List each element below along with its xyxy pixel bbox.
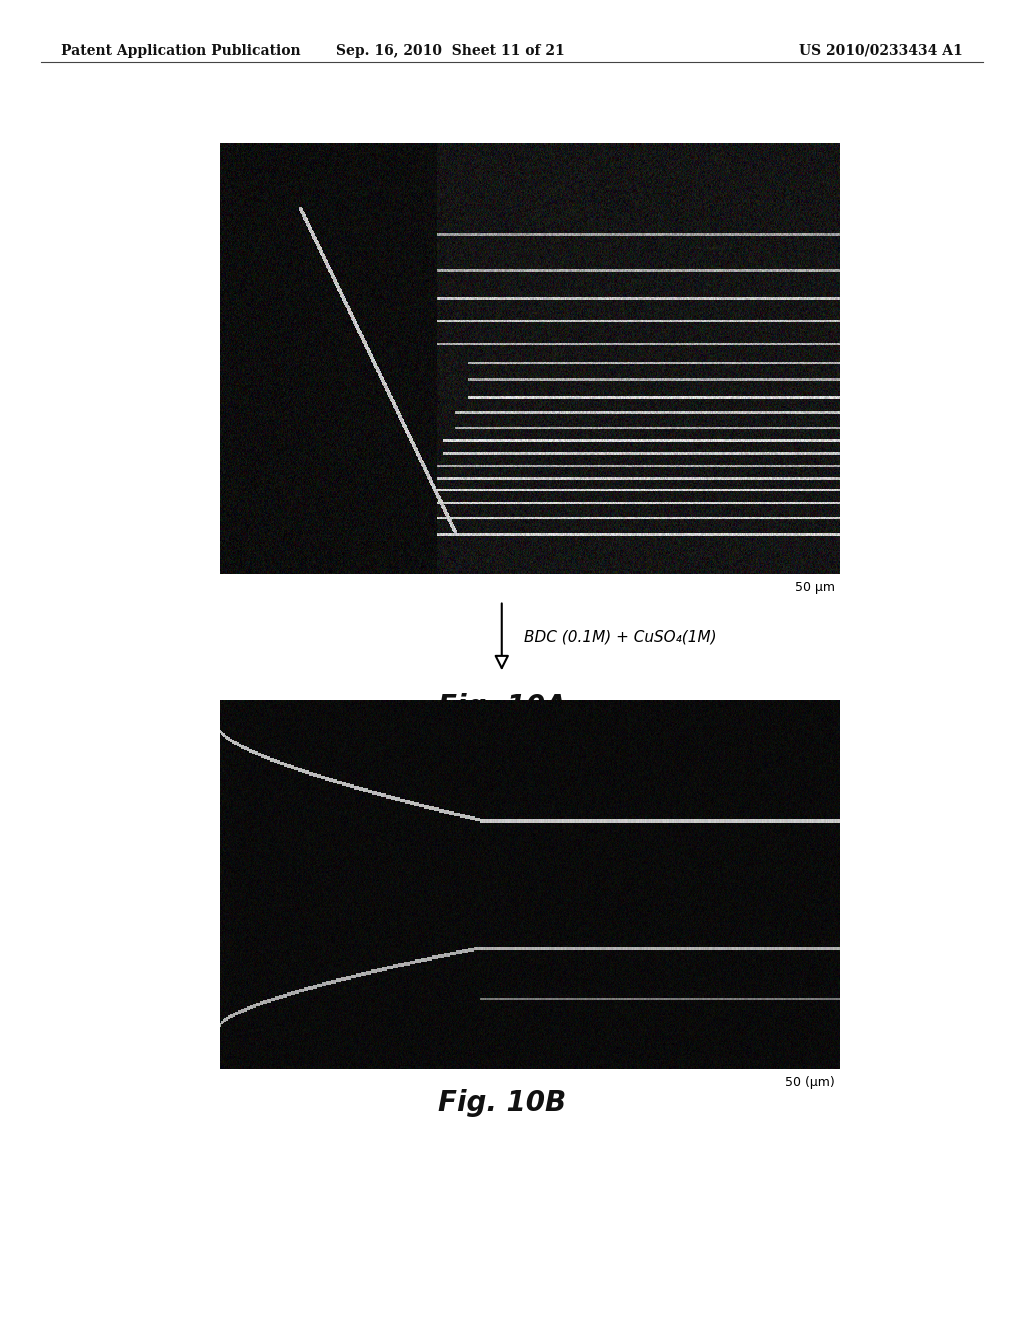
Text: 50 μm: 50 μm (795, 581, 835, 594)
Text: Sep. 16, 2010  Sheet 11 of 21: Sep. 16, 2010 Sheet 11 of 21 (336, 44, 565, 58)
Text: 50 (μm): 50 (μm) (784, 1076, 835, 1089)
Text: BDC (0.1M) + CuSO₄(1M): BDC (0.1M) + CuSO₄(1M) (524, 630, 717, 644)
Text: Fig. 10B: Fig. 10B (437, 1089, 566, 1117)
Text: Fig. 10A: Fig. 10A (437, 693, 566, 721)
Text: Patent Application Publication: Patent Application Publication (61, 44, 301, 58)
Text: US 2010/0233434 A1: US 2010/0233434 A1 (799, 44, 963, 58)
